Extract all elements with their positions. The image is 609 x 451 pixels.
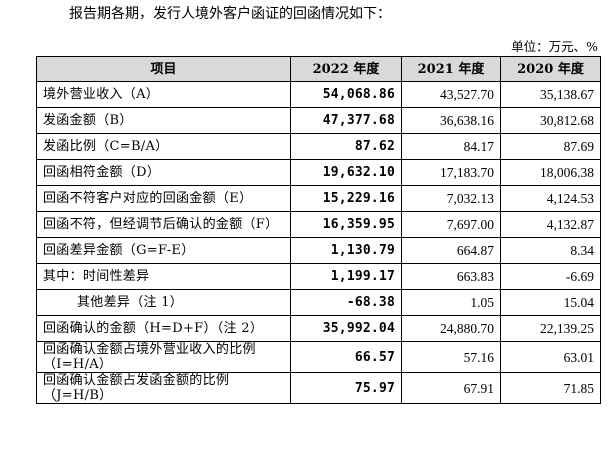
cell-2022: 54,068.86 — [290, 81, 402, 108]
cell-2020: 18,006.38 — [500, 159, 601, 186]
cell-2021: 67.91 — [401, 372, 501, 404]
cell-2021: 17,183.70 — [401, 159, 501, 186]
table-row: 回函不符客户对应的回函金额（E） 15,229.16 7,032.13 4,12… — [36, 185, 601, 212]
cell-2021: 36,638.16 — [401, 107, 501, 134]
table-row: 发函比例（C=B/A） 87.62 84.17 87.69 — [36, 133, 601, 160]
table-row: 回函确认金额占发函金额的比例（J=H/B） 75.97 67.91 71.85 — [36, 372, 601, 404]
row-label: 发函比例（C=B/A） — [36, 133, 291, 160]
table-row: 境外营业收入（A） 54,068.86 43,527.70 35,138.67 — [36, 81, 601, 108]
row-label: 其中：时间性差异 — [36, 263, 291, 290]
cell-2022: 15,229.16 — [290, 185, 402, 212]
cell-2020: 4,124.53 — [500, 185, 601, 212]
table-row: 回函相符金额（D） 19,632.10 17,183.70 18,006.38 — [36, 159, 601, 186]
cell-2020: 71.85 — [500, 372, 601, 404]
cell-2022: 47,377.68 — [290, 107, 402, 134]
unit-note: 单位：万元、% — [511, 39, 598, 54]
cell-2022: -68.38 — [290, 289, 402, 316]
cell-2021: 7,697.00 — [401, 211, 501, 238]
intro-text: 报告期各期，发行人境外客户函证的回函情况如下： — [69, 6, 391, 22]
cell-2020: 22,139.25 — [500, 315, 601, 342]
cell-2021: 43,527.70 — [401, 81, 501, 108]
cell-2020: 30,812.68 — [500, 107, 601, 134]
cell-2021: 84.17 — [401, 133, 501, 160]
cell-2022: 1,199.17 — [290, 263, 402, 290]
cell-2022: 75.97 — [290, 372, 402, 404]
table-row: 发函金额（B） 47,377.68 36,638.16 30,812.68 — [36, 107, 601, 134]
cell-2021: 57.16 — [401, 341, 501, 373]
row-label: 回函差异金额（G=F-E） — [36, 237, 291, 264]
header-2022: 2022 年度 — [290, 56, 402, 82]
table-row: 回函差异金额（G=F-E） 1,130.79 664.87 8.34 — [36, 237, 601, 264]
cell-2020: 63.01 — [500, 341, 601, 373]
row-label: 回函不符，但经调节后确认的金额（F） — [36, 211, 291, 238]
row-label: 回函确认金额占发函金额的比例（J=H/B） — [36, 372, 291, 404]
cell-2020: 87.69 — [500, 133, 601, 160]
cell-2020: -6.69 — [500, 263, 601, 290]
row-label: 回函确认金额占境外营业收入的比例（I=H/A） — [36, 341, 291, 373]
row-label: 其他差异（注 1） — [36, 289, 291, 316]
table-row: 回函确认的金额（H=D+F）（注 2） 35,992.04 24,880.70 … — [36, 315, 601, 342]
cell-2021: 663.83 — [401, 263, 501, 290]
cell-2020: 4,132.87 — [500, 211, 601, 238]
table-row: 回函确认金额占境外营业收入的比例（I=H/A） 66.57 57.16 63.0… — [36, 341, 601, 373]
cell-2022: 66.57 — [290, 341, 402, 373]
confirmation-table: 项目 2022 年度 2021 年度 2020 年度 境外营业收入（A） 54,… — [36, 56, 601, 404]
table-header-row: 项目 2022 年度 2021 年度 2020 年度 — [36, 56, 601, 82]
row-label: 回函确认的金额（H=D+F）（注 2） — [36, 315, 291, 342]
table-row: 其他差异（注 1） -68.38 1.05 15.04 — [36, 289, 601, 316]
row-label: 境外营业收入（A） — [36, 81, 291, 108]
cell-2021: 664.87 — [401, 237, 501, 264]
cell-2021: 7,032.13 — [401, 185, 501, 212]
row-label: 回函相符金额（D） — [36, 159, 291, 186]
cell-2022: 16,359.95 — [290, 211, 402, 238]
cell-2021: 24,880.70 — [401, 315, 501, 342]
table-row: 其中：时间性差异 1,199.17 663.83 -6.69 — [36, 263, 601, 290]
header-item: 项目 — [36, 56, 291, 82]
header-2020: 2020 年度 — [500, 56, 601, 82]
cell-2022: 87.62 — [290, 133, 402, 160]
cell-2021: 1.05 — [401, 289, 501, 316]
table-row: 回函不符，但经调节后确认的金额（F） 16,359.95 7,697.00 4,… — [36, 211, 601, 238]
cell-2022: 19,632.10 — [290, 159, 402, 186]
cell-2020: 35,138.67 — [500, 81, 601, 108]
cell-2022: 1,130.79 — [290, 237, 402, 264]
cell-2020: 15.04 — [500, 289, 601, 316]
cell-2022: 35,992.04 — [290, 315, 402, 342]
header-2021: 2021 年度 — [401, 56, 501, 82]
cell-2020: 8.34 — [500, 237, 601, 264]
row-label: 回函不符客户对应的回函金额（E） — [36, 185, 291, 212]
row-label: 发函金额（B） — [36, 107, 291, 134]
